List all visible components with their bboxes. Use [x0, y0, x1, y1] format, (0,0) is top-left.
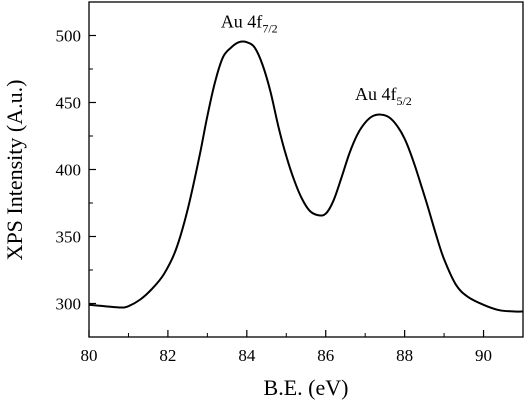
peak-annotation-main: Au 4f	[355, 84, 397, 104]
x-tick-label: 82	[159, 346, 176, 365]
peak-annotation-sub: 7/2	[262, 21, 277, 35]
y-axis-label: XPS Intensity (A.u.)	[2, 80, 27, 261]
series-layer	[88, 40, 524, 313]
y-tick-label: 400	[56, 161, 82, 180]
x-tick-label: 90	[475, 346, 492, 365]
x-tick-label: 84	[238, 346, 256, 365]
x-tick-label: 86	[317, 346, 334, 365]
peak-annotation-main: Au 4f	[221, 11, 263, 31]
y-tick-label: 350	[56, 228, 82, 247]
y-tick-label: 450	[56, 94, 82, 113]
xps-spectrum-line	[88, 40, 524, 313]
y-axis-ticks: 300 350 400 450 500	[56, 27, 96, 338]
x-tick-label: 80	[81, 346, 98, 365]
x-axis-ticks: 80 82 84 86 88 90	[81, 330, 492, 365]
x-axis-label: B.E. (eV)	[264, 375, 349, 400]
peak-annotation-sub: 5/2	[396, 94, 411, 108]
x-tick-label: 88	[396, 346, 413, 365]
peak-annotation: Au 4f5/2	[355, 84, 412, 108]
peak-annotation: Au 4f7/2	[221, 11, 278, 35]
y-tick-label: 300	[56, 295, 82, 314]
annotations: Au 4f7/2Au 4f5/2	[221, 11, 412, 107]
y-tick-label: 500	[56, 27, 82, 46]
